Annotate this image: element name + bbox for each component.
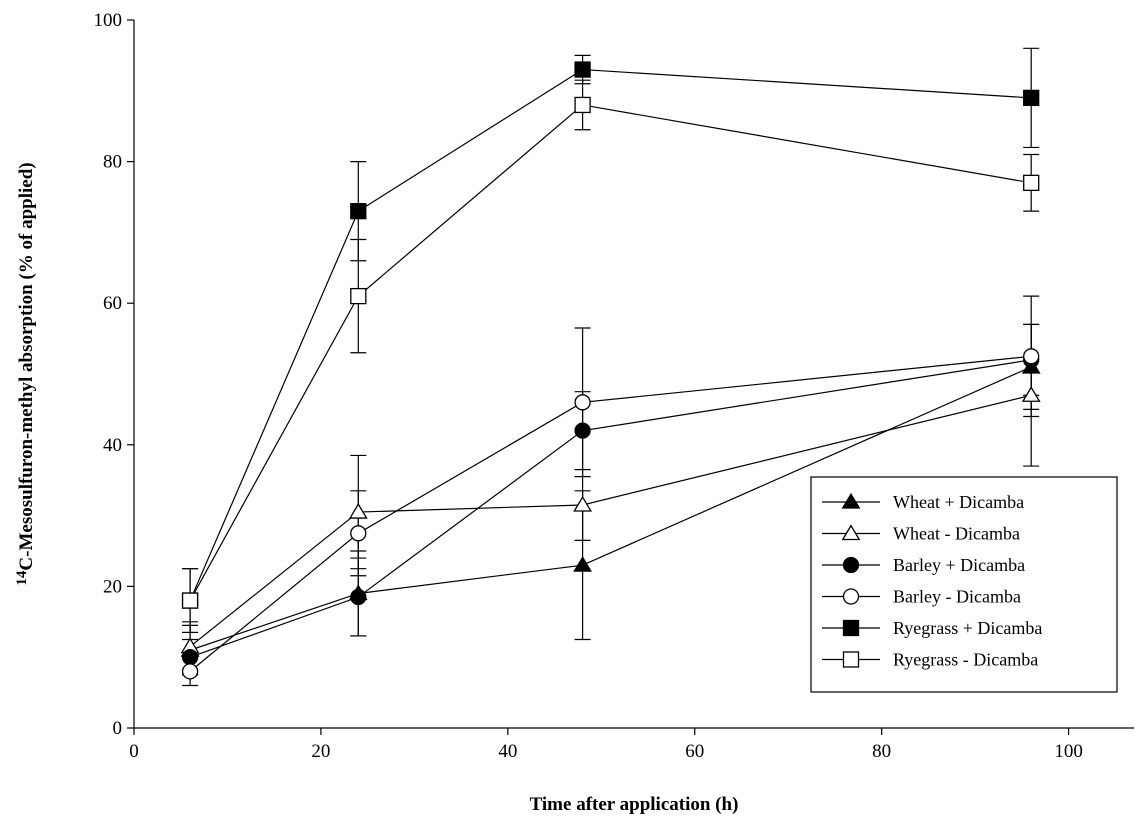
x-tick-label: 0 [129, 741, 139, 762]
data-point [1023, 89, 1040, 107]
x-tick-label: 80 [872, 741, 891, 762]
data-point [1023, 174, 1040, 191]
legend-marker [842, 588, 860, 605]
legend-marker [841, 492, 861, 509]
legend-label: Ryegrass - Dicamba [893, 650, 1038, 670]
legend-marker [842, 651, 860, 668]
x-tick-label: 20 [311, 741, 330, 762]
legend: Wheat + Dicamba Wheat - Dicamba Barley + D… [810, 476, 1118, 693]
data-point [350, 525, 367, 542]
legend-label: Wheat + Dicamba [893, 492, 1024, 512]
data-point [181, 663, 199, 680]
data-point [348, 502, 368, 519]
data-point [573, 495, 592, 512]
y-axis-title: 14C-Mesosulfuron-methyl absorption (% of… [14, 162, 37, 585]
data-point [350, 588, 367, 606]
series-markers [180, 61, 1041, 680]
series-line [189, 394, 1032, 648]
y-tick-label: 100 [94, 10, 123, 31]
data-point [574, 394, 591, 411]
x-axis-title: Time after application (h) [530, 794, 739, 815]
x-tick-label: 100 [1054, 741, 1083, 762]
series-line [189, 355, 1032, 672]
y-tick-label: 0 [113, 718, 123, 739]
y-tick-label: 20 [103, 576, 122, 597]
x-ticks: 0 20 40 60 80 100 [129, 728, 1083, 762]
series-line [189, 104, 1032, 601]
axes [133, 20, 1134, 729]
data-point [574, 61, 591, 78]
data-point [573, 556, 592, 572]
series-line [189, 68, 1032, 601]
y-axis-title-superscript: 14 [14, 570, 30, 586]
data-point [181, 649, 199, 666]
y-axis-title-text: C-Mesosulfuron-methyl absorption (% of a… [16, 162, 37, 570]
data-point [181, 592, 199, 609]
legend-box [810, 476, 1118, 693]
y-ticks: 0 20 40 60 80 100 [94, 10, 134, 739]
y-tick-label: 40 [103, 435, 122, 456]
legend-marker [842, 619, 860, 637]
series-line [189, 359, 1032, 658]
x-tick-label: 60 [685, 741, 704, 762]
legend-marker [842, 556, 860, 574]
data-point [574, 422, 591, 439]
legend-marker [841, 524, 861, 541]
series-lines [189, 68, 1032, 672]
data-point [350, 287, 367, 305]
series-line [189, 366, 1032, 651]
y-tick-label: 80 [103, 152, 122, 173]
data-point [350, 203, 367, 220]
legend-label: Wheat - Dicamba [893, 524, 1020, 544]
legend-label: Barley - Dicamba [893, 587, 1021, 607]
x-tick-label: 40 [498, 741, 517, 762]
legend-label: Ryegrass + Dicamba [893, 618, 1042, 638]
legend-label: Barley + Dicamba [893, 555, 1025, 575]
data-point [574, 96, 591, 114]
data-point [1021, 386, 1041, 402]
y-tick-label: 60 [103, 293, 122, 314]
data-point [1023, 348, 1040, 365]
